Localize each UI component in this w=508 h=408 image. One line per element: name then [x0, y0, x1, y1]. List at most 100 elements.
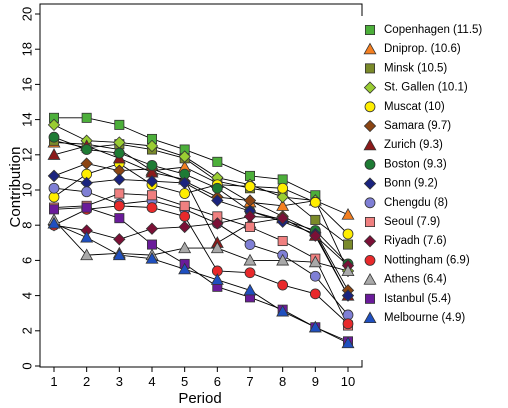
- legend-label: Nottingham (6.9): [384, 254, 470, 266]
- legend-marker: [363, 138, 377, 151]
- x-tick-label: 10: [341, 374, 355, 389]
- y-tick-label: 18: [19, 42, 34, 56]
- legend-label: Copenhagen (11.5): [384, 24, 482, 36]
- data-point: [47, 216, 61, 229]
- data-point: [81, 112, 92, 123]
- series-line: [53, 140, 349, 245]
- data-point: [211, 182, 223, 194]
- y-tick-label: 10: [19, 183, 34, 197]
- series-line: [53, 219, 349, 272]
- legend-label: Chengdu (8): [384, 197, 448, 209]
- data-point: [277, 182, 289, 194]
- x-tick-label: 4: [148, 374, 155, 389]
- legend-marker: [364, 158, 376, 170]
- data-point: [179, 210, 191, 222]
- data-point: [179, 188, 191, 199]
- data-point: [276, 253, 290, 266]
- data-point: [341, 289, 355, 302]
- data-point: [342, 318, 354, 330]
- y-tick-label: 0: [19, 362, 34, 369]
- x-tick-label: 1: [50, 374, 57, 389]
- data-point: [277, 236, 288, 247]
- data-point: [308, 320, 322, 333]
- data-point: [47, 169, 61, 183]
- data-point: [145, 252, 159, 264]
- legend-label: Muscat (10): [384, 101, 445, 113]
- legend-box: [356, 16, 491, 360]
- y-tick-label: 4: [19, 292, 34, 299]
- data-point: [80, 157, 93, 170]
- data-point: [146, 202, 158, 214]
- legend: Copenhagen (11.5) Dniprop. (10.6) Minsk (1…: [363, 24, 482, 324]
- data-point: [113, 233, 126, 246]
- data-point: [146, 159, 158, 171]
- data-point: [112, 248, 126, 261]
- data-point: [341, 208, 355, 220]
- series-line: [53, 215, 349, 267]
- data-point: [309, 229, 322, 242]
- legend-label: St. Gallen (10.1): [384, 82, 468, 94]
- x-tick-label: 9: [312, 374, 319, 389]
- data-point: [277, 279, 289, 291]
- series-line: [53, 205, 349, 325]
- y-tick-label: 2: [19, 327, 34, 334]
- y-axis-title: Contribution: [7, 147, 24, 228]
- data-point: [276, 190, 289, 204]
- x-tick-label: 7: [246, 374, 253, 389]
- data-point: [309, 270, 321, 282]
- legend-label: Minsk (10.5): [384, 62, 447, 74]
- x-tick-label: 2: [83, 374, 90, 389]
- legend-marker: [364, 63, 375, 74]
- data-point: [211, 194, 224, 207]
- series-lines: [53, 117, 349, 344]
- legend-label: Istanbul (5.4): [384, 293, 451, 305]
- legend-marker: [363, 42, 377, 55]
- legend-marker: [363, 272, 377, 285]
- legend-marker: [364, 216, 375, 227]
- series-line: [53, 175, 349, 296]
- legend-label: Melbourne (4.9): [384, 312, 465, 324]
- data-point: [178, 241, 192, 254]
- series-line: [53, 223, 349, 344]
- x-tick-label: 5: [181, 374, 188, 389]
- data-point: [342, 239, 353, 250]
- data-point: [146, 239, 157, 250]
- data-point: [244, 239, 256, 250]
- data-point: [49, 204, 60, 215]
- data-point: [81, 202, 92, 213]
- data-point: [210, 241, 224, 254]
- data-point: [114, 119, 125, 130]
- data-point: [178, 262, 192, 275]
- data-point: [179, 200, 190, 211]
- series-line: [53, 136, 349, 265]
- x-tick-label: 3: [116, 374, 123, 389]
- data-point: [243, 253, 257, 266]
- data-point: [342, 228, 354, 240]
- x-tick-label: 8: [279, 374, 286, 389]
- legend-marker: [363, 81, 377, 94]
- legend-label: Riyadh (7.6): [384, 235, 447, 247]
- legend-label: Athens (6.4): [384, 274, 447, 286]
- data-point: [308, 255, 322, 268]
- data-point: [48, 182, 60, 194]
- legend-marker: [363, 235, 377, 248]
- legend-marker: [364, 254, 376, 266]
- legend-label: Samara (9.7): [384, 120, 451, 132]
- data-point: [178, 176, 191, 190]
- data-point: [145, 175, 159, 188]
- data-point: [145, 139, 159, 153]
- legend-marker: [364, 101, 376, 113]
- legend-label: Zurich (9.3): [384, 139, 443, 151]
- legend-label: Boston (9.3): [384, 158, 447, 170]
- data-point: [81, 144, 93, 155]
- series-line: [53, 187, 349, 316]
- data-point: [146, 190, 157, 201]
- y-tick-label: 14: [19, 112, 34, 126]
- x-tick-label: 6: [214, 374, 221, 389]
- data-point: [113, 147, 125, 159]
- y-tick-label: 6: [19, 257, 34, 264]
- data-point: [113, 200, 125, 212]
- series-line: [53, 163, 349, 291]
- series-line: [53, 207, 349, 342]
